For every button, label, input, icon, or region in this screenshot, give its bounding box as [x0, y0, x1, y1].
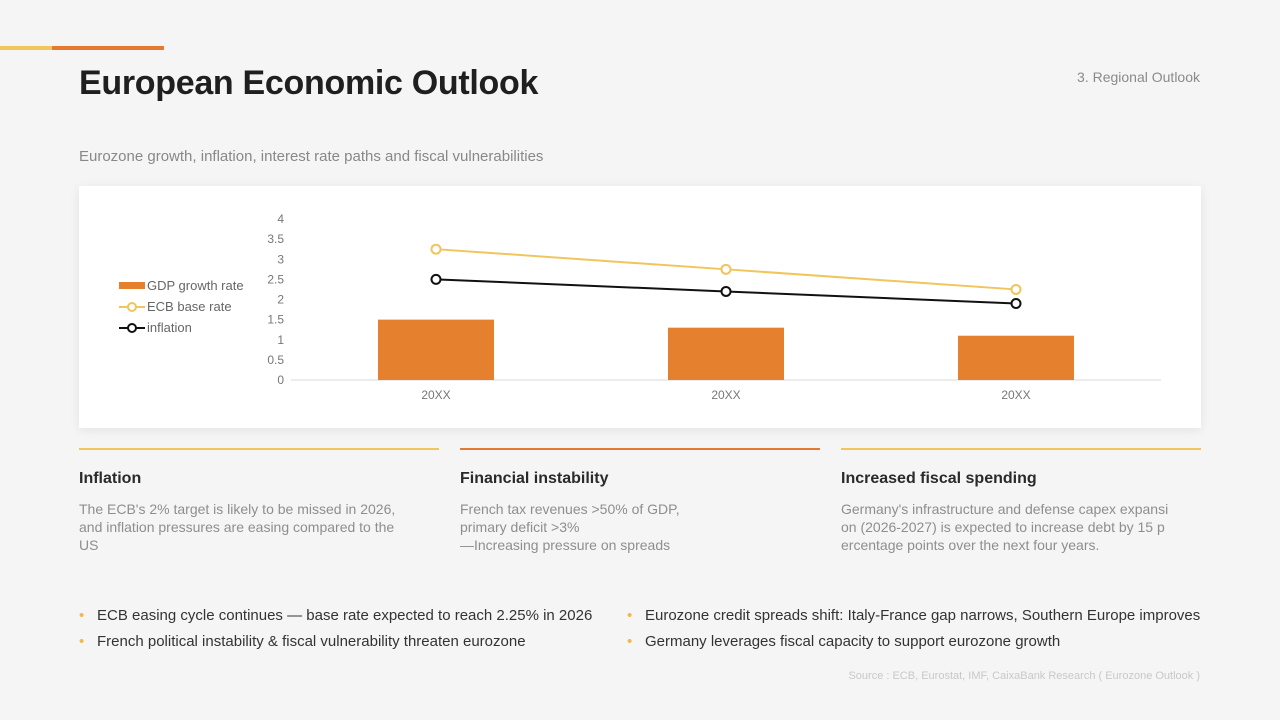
bullet-list-left: • ECB easing cycle continues — base rate …	[79, 606, 592, 658]
legend-label: GDP growth rate	[147, 278, 244, 293]
combo-chart: 4 3.5 3 2.5 2 1.5 1 0.5 0 20XX 20XX 20XX GDP growth …	[119, 212, 1161, 402]
bullet-dot-icon: •	[79, 633, 85, 650]
card-inflation: Inflation The ECB's 2% target is likely …	[79, 448, 439, 568]
y-tick-label: 0.5	[267, 353, 284, 367]
page-subtitle: Eurozone growth, inflation, interest rat…	[79, 148, 544, 165]
card-fiscal-spending: Increased fiscal spending Germany's infr…	[841, 448, 1201, 568]
bullet-text: Germany leverages fiscal capacity to sup…	[645, 633, 1061, 650]
accent-bar-orange	[52, 46, 164, 50]
x-tick-label: 20XX	[711, 388, 740, 402]
bullet-item: • Germany leverages fiscal capacity to su…	[627, 632, 1200, 658]
y-tick-label: 2.5	[267, 272, 284, 286]
bullet-item: • Eurozone credit spreads shift: Italy-Fr…	[627, 606, 1200, 632]
card-rule	[460, 448, 820, 450]
bullet-text: French political instability & fiscal vu…	[97, 633, 526, 650]
x-tick-label: 20XX	[421, 388, 450, 402]
card-body: Germany's infrastructure and defense cap…	[841, 501, 1169, 553]
bullet-list-right: • Eurozone credit spreads shift: Italy-Fr…	[627, 606, 1200, 658]
card-rule	[841, 448, 1201, 450]
bullet-text: Eurozone credit spreads shift: Italy-Fra…	[645, 607, 1201, 624]
card-body: The ECB's 2% target is likely to be miss…	[79, 501, 396, 553]
y-tick-label: 4	[277, 212, 284, 226]
line-point	[430, 243, 442, 255]
bullet-dot-icon: •	[627, 607, 633, 624]
y-tick-label: 2	[277, 293, 284, 307]
line-point	[430, 273, 442, 285]
bullet-text: ECB easing cycle continues — base rate e…	[97, 607, 593, 624]
bullet-item: • French political instability & fiscal v…	[79, 632, 592, 658]
source-note: Source : ECB, Eurostat, IMF, CaixaBank R…	[848, 670, 1200, 682]
line-point	[1010, 283, 1022, 295]
bar-gdp-growth	[668, 327, 784, 380]
y-tick-label: 3.5	[267, 232, 284, 246]
legend-label: ECB base rate	[147, 299, 232, 314]
line-point	[720, 285, 732, 297]
card-title: Inflation	[79, 470, 142, 487]
y-tick-label: 3	[277, 252, 284, 266]
y-tick-label: 1	[277, 333, 284, 347]
line-point	[720, 263, 732, 275]
y-tick-label: 0	[277, 373, 284, 387]
legend-swatch-marker	[127, 323, 137, 333]
card-financial-instability: Financial instability French tax revenue…	[460, 448, 820, 568]
accent-bar-light	[0, 46, 52, 50]
card-body: French tax revenues >50% of GDP, primary…	[460, 501, 680, 553]
section-label: 3. Regional Outlook	[1077, 69, 1200, 85]
bar-gdp-growth	[958, 335, 1074, 380]
legend-label: inflation	[147, 320, 192, 335]
chart-card: 4 3.5 3 2.5 2 1.5 1 0.5 0 20XX 20XX 20XX GDP growth …	[79, 186, 1201, 428]
line-point	[1010, 298, 1022, 310]
bullet-dot-icon: •	[79, 607, 85, 624]
card-title: Financial instability	[460, 470, 609, 487]
bar-gdp-growth	[378, 319, 494, 380]
page-title: European Economic Outlook	[79, 64, 539, 102]
legend-swatch-bar	[119, 282, 145, 289]
x-tick-label: 20XX	[1001, 388, 1030, 402]
bullet-item: • ECB easing cycle continues — base rate …	[79, 606, 592, 632]
legend-swatch-marker	[127, 302, 137, 312]
bullet-dot-icon: •	[627, 633, 633, 650]
card-rule	[79, 448, 439, 450]
card-title: Increased fiscal spending	[841, 470, 1037, 487]
y-tick-label: 1.5	[267, 313, 284, 327]
